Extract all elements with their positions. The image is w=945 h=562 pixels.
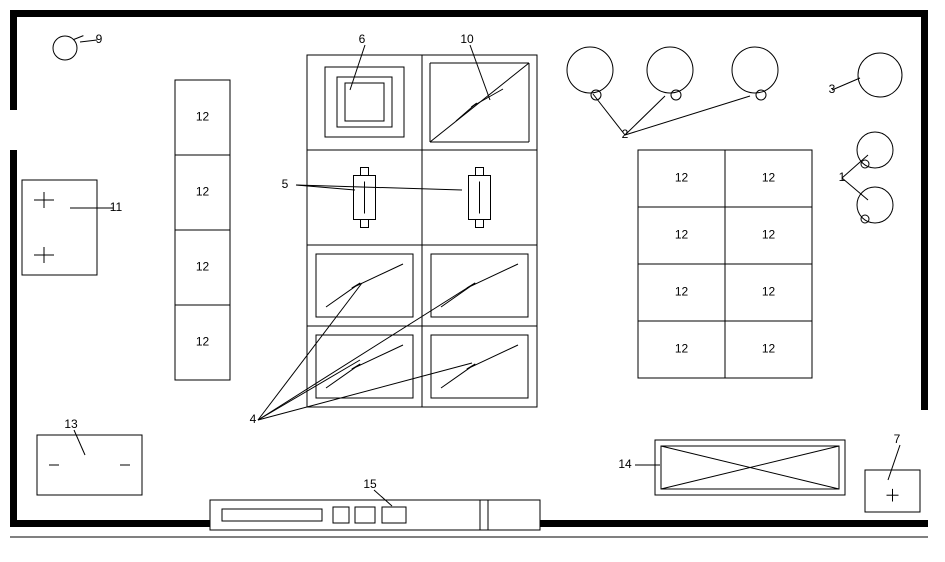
label-l11: 11 [110, 200, 123, 214]
label-l13: 13 [64, 417, 78, 431]
cell-label: 12 [675, 228, 689, 242]
leader-l2a [593, 94, 625, 135]
leader-l2c [625, 96, 750, 135]
circles-ref2 [567, 47, 778, 100]
label-l7: 7 [894, 432, 901, 446]
leader-l9 [80, 40, 97, 42]
label-l15: 15 [363, 477, 377, 491]
cell-label: 12 [196, 260, 210, 274]
leader-l10 [470, 45, 490, 100]
leader-l4d [258, 283, 475, 420]
label-l3: 3 [829, 82, 836, 96]
leader-l1b [842, 178, 868, 200]
cell-label: 12 [196, 335, 210, 349]
leader-l15 [374, 490, 392, 506]
box-14 [655, 440, 845, 495]
left-column: 12 12 12 12 [175, 80, 230, 380]
bottom-bar [210, 500, 540, 530]
label-l9: 9 [96, 32, 103, 46]
leader-l13 [74, 430, 85, 455]
cell-label: 12 [762, 285, 776, 299]
cell-label: 12 [762, 228, 776, 242]
cell-label: 12 [675, 171, 689, 185]
label-l14: 14 [618, 457, 632, 471]
cell-label: 12 [196, 185, 210, 199]
cell-label: 12 [762, 342, 776, 356]
leader-l4b [258, 363, 472, 420]
center-block [307, 55, 537, 407]
cell-label: 12 [762, 171, 776, 185]
leader-l7 [888, 445, 900, 480]
label-l10: 10 [460, 32, 474, 46]
cell-label: 12 [675, 342, 689, 356]
leader-l1a [842, 155, 868, 178]
label-l6: 6 [359, 32, 366, 46]
cell-label: 12 [196, 110, 210, 124]
leader-l4a [258, 360, 360, 420]
circle-ref9 [53, 36, 83, 60]
cell-label: 12 [675, 285, 689, 299]
leader-l4c [258, 283, 362, 420]
box-11 [22, 180, 97, 275]
box-7 [865, 470, 920, 512]
label-l5: 5 [282, 177, 289, 191]
circles-ref1 [857, 132, 893, 223]
leaders [70, 40, 900, 506]
box-13 [37, 435, 142, 495]
leader-l3 [832, 78, 860, 90]
label-l2: 2 [622, 127, 629, 141]
label-l1: 1 [839, 170, 846, 184]
label-l4: 4 [250, 412, 257, 426]
circle-ref3 [858, 53, 902, 97]
right-grid: 12 12 12 12 12 12 12 12 [638, 150, 812, 378]
